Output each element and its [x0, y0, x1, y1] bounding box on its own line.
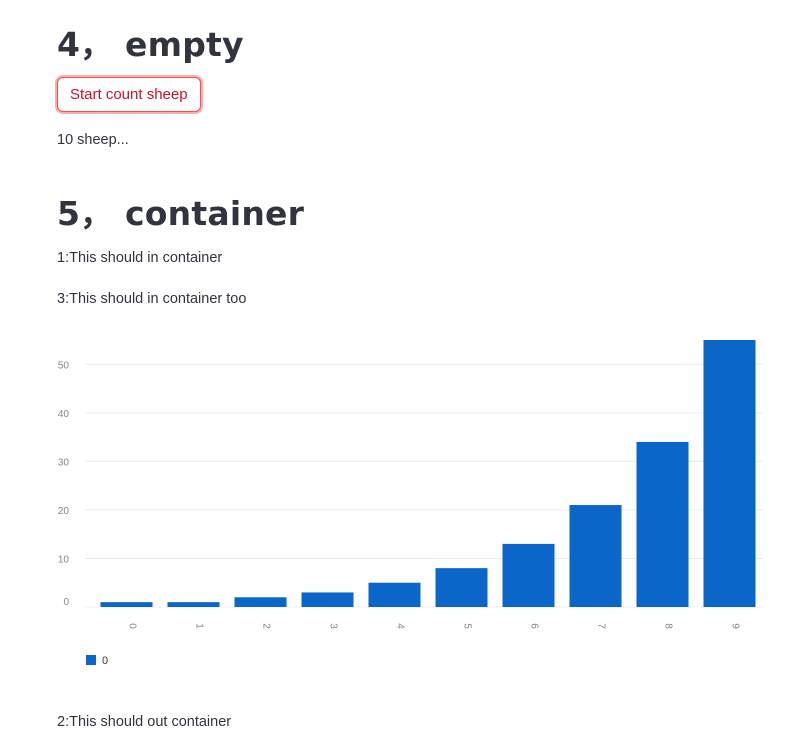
x-tick-label: 8	[663, 623, 674, 629]
bar	[234, 597, 287, 607]
bar	[435, 568, 488, 607]
legend-label: 0	[102, 655, 108, 667]
bar	[502, 543, 555, 607]
x-tick-label: 1	[194, 623, 205, 629]
x-tick-label: 2	[261, 623, 272, 629]
bar	[167, 602, 220, 607]
chart-legend: 0	[86, 655, 108, 667]
container-text-3: 3:This should in container too	[57, 291, 247, 307]
container-text-1: 1:This should in container	[57, 250, 223, 266]
bar	[636, 441, 689, 607]
x-tick-label: 5	[462, 623, 473, 629]
chart-x-ticks: 0 1 2 3 4 5 6 7 8 9	[127, 623, 741, 629]
y-tick-label: 40	[58, 409, 70, 420]
legend-swatch	[86, 655, 96, 665]
outside-container-text: 2:This should out container	[57, 714, 232, 730]
sheep-count-text: 10 sheep...	[57, 132, 129, 148]
y-tick-label: 0	[63, 597, 69, 608]
x-tick-label: 0	[127, 623, 138, 629]
y-tick-label: 20	[58, 506, 70, 517]
x-tick-label: 3	[328, 623, 339, 629]
bar	[569, 505, 622, 607]
x-tick-label: 7	[596, 623, 607, 629]
bar	[368, 582, 421, 607]
chart-bars	[100, 340, 756, 607]
bar	[301, 592, 354, 607]
section-heading-empty: 4， empty	[57, 25, 244, 64]
x-tick-label: 9	[730, 623, 741, 629]
y-tick-label: 50	[58, 360, 70, 371]
start-count-sheep-button[interactable]: Start count sheep	[57, 77, 201, 112]
bar	[100, 602, 153, 607]
x-tick-label: 4	[395, 623, 406, 629]
y-tick-label: 10	[58, 554, 70, 565]
x-tick-label: 6	[529, 623, 540, 629]
bar-chart: 0 10 20 30 40 50 0 1 2 3 4 5 6 7 8 9 0	[58, 340, 763, 667]
chart-y-ticks: 0 10 20 30 40 50	[58, 360, 70, 608]
bar	[703, 340, 756, 607]
y-tick-label: 30	[58, 457, 70, 468]
section-heading-container: 5， container	[57, 194, 305, 233]
